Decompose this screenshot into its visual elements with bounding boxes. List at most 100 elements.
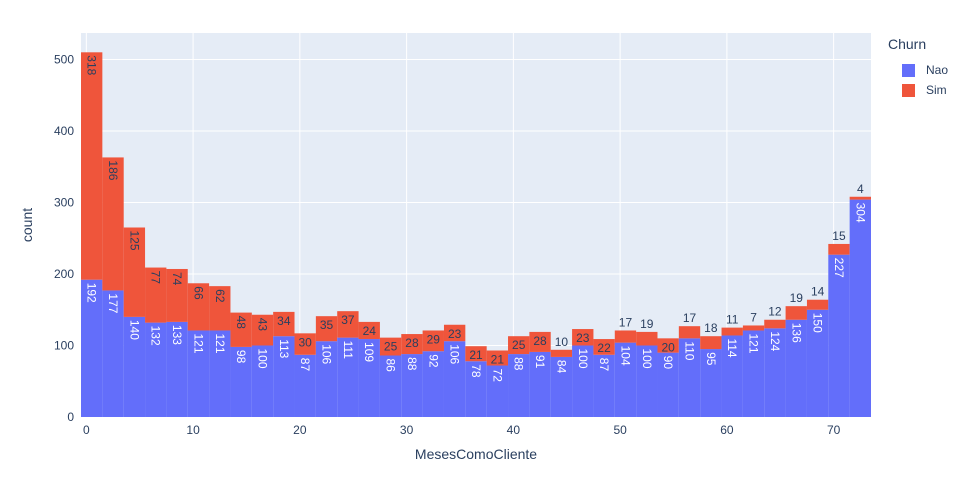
bar-label-sim: 35 bbox=[320, 318, 334, 332]
bar-label-sim: 22 bbox=[597, 341, 611, 355]
bar-label-nao: 100 bbox=[576, 348, 590, 368]
x-tick-label: 60 bbox=[720, 423, 734, 437]
bar-sim bbox=[700, 336, 722, 350]
bar-nao bbox=[700, 349, 722, 417]
bar-sim bbox=[636, 331, 658, 346]
bar-nao bbox=[81, 279, 103, 417]
bar-label-sim: 19 bbox=[640, 317, 654, 331]
bar-label-nao: 304 bbox=[853, 203, 867, 223]
bar-label-sim: 29 bbox=[427, 332, 441, 346]
bar-label-nao: 91 bbox=[533, 355, 547, 369]
bar-sim bbox=[251, 314, 274, 346]
bar-label-nao: 121 bbox=[213, 333, 227, 353]
bar-nao bbox=[550, 356, 573, 417]
bar-label-nao: 72 bbox=[490, 369, 504, 383]
bar-sim bbox=[102, 157, 124, 291]
bar-label-sim: 62 bbox=[213, 289, 227, 303]
legend-swatch-nao bbox=[902, 63, 915, 77]
x-axis-title: MesesComoCliente bbox=[415, 446, 537, 462]
bar-label-sim: 12 bbox=[768, 305, 782, 319]
bar-nao bbox=[742, 330, 765, 417]
bar-nao bbox=[187, 330, 210, 417]
bar-sim bbox=[742, 325, 765, 331]
bar-label-sim: 21 bbox=[491, 352, 505, 366]
bar-sim bbox=[593, 339, 615, 355]
bar-label-nao: 150 bbox=[811, 313, 825, 333]
bar-nao bbox=[379, 355, 402, 417]
bar-sim bbox=[550, 349, 573, 357]
bar-sim bbox=[81, 52, 103, 280]
bar-label-sim: 24 bbox=[363, 324, 377, 338]
bar-label-sim: 318 bbox=[85, 55, 99, 75]
bar-label-sim: 28 bbox=[405, 336, 419, 350]
bar-label-nao: 110 bbox=[683, 341, 697, 360]
bar-sim bbox=[657, 338, 679, 353]
bar-label-sim: 23 bbox=[576, 331, 590, 345]
legend-item-sim[interactable]: Sim bbox=[888, 80, 948, 100]
bar-nao bbox=[337, 337, 359, 417]
bar-label-nao: 87 bbox=[597, 358, 611, 372]
bar-label-nao: 177 bbox=[106, 293, 120, 313]
bar-label-nao: 90 bbox=[661, 356, 675, 370]
bar-label-sim: 20 bbox=[661, 340, 675, 354]
x-tick-label: 40 bbox=[507, 423, 521, 437]
bar-sim bbox=[123, 227, 146, 317]
bar-nao bbox=[614, 342, 637, 417]
bar-sim bbox=[209, 286, 231, 331]
bar-nao bbox=[358, 339, 380, 417]
bar-sim bbox=[785, 306, 807, 320]
bar-sim bbox=[294, 333, 316, 355]
x-tick-label: 30 bbox=[400, 423, 414, 437]
y-axis-title: count bbox=[19, 208, 35, 242]
bar-label-sim: 74 bbox=[170, 272, 184, 286]
bar-nao bbox=[785, 319, 807, 417]
bar-nao bbox=[230, 346, 252, 417]
bar-label-sim: 10 bbox=[555, 335, 569, 349]
bar-sim bbox=[401, 334, 423, 355]
bar-nao bbox=[678, 338, 701, 417]
bar-sim bbox=[230, 312, 252, 347]
bar-sim bbox=[465, 346, 487, 362]
bar-label-nao: 95 bbox=[704, 352, 718, 366]
bar-label-nao: 92 bbox=[426, 354, 440, 368]
bar-nao bbox=[123, 316, 146, 417]
bar-sim bbox=[486, 350, 509, 366]
bar-label-nao: 104 bbox=[618, 346, 632, 366]
bar-nao bbox=[315, 341, 338, 417]
bar-sim bbox=[145, 267, 167, 323]
bar-label-sim: 30 bbox=[299, 335, 313, 349]
bar-nao bbox=[806, 309, 829, 417]
bar-label-nao: 121 bbox=[191, 333, 205, 353]
bar-label-sim: 48 bbox=[234, 316, 248, 330]
y-tick-label: 200 bbox=[54, 267, 74, 281]
bar-label-sim: 23 bbox=[448, 327, 462, 341]
bar-label-sim: 18 bbox=[704, 321, 718, 335]
bar-label-nao: 78 bbox=[469, 364, 483, 378]
bar-label-sim: 4 bbox=[857, 182, 864, 196]
bar-sim bbox=[849, 196, 871, 200]
bar-nao bbox=[849, 199, 871, 417]
bar-label-sim: 77 bbox=[149, 271, 163, 285]
x-tick-label: 20 bbox=[293, 423, 307, 437]
bar-sim bbox=[315, 316, 338, 342]
bar-label-sim: 66 bbox=[191, 286, 205, 300]
bar-label-nao: 87 bbox=[298, 358, 312, 372]
bar-nao bbox=[422, 351, 444, 417]
x-tick-label: 0 bbox=[83, 423, 90, 437]
bar-nao bbox=[401, 354, 423, 417]
bar-nao bbox=[764, 328, 786, 417]
bar-label-nao: 132 bbox=[149, 326, 163, 346]
bar-nao bbox=[828, 254, 850, 417]
bar-sim bbox=[358, 321, 380, 340]
y-tick-label: 300 bbox=[54, 195, 74, 209]
bar-sim bbox=[187, 283, 210, 331]
legend-item-nao[interactable]: Nao bbox=[888, 60, 948, 80]
bar-labels-layer: 1923181771861401251327713374121661216298… bbox=[85, 55, 868, 382]
bar-label-nao: 88 bbox=[512, 357, 526, 371]
bar-nao bbox=[486, 365, 509, 417]
bar-sim bbox=[508, 336, 530, 355]
bar-nao bbox=[721, 335, 743, 417]
bars-layer bbox=[81, 52, 871, 417]
bar-label-sim: 7 bbox=[750, 310, 757, 324]
bar-label-nao: 192 bbox=[85, 283, 99, 303]
